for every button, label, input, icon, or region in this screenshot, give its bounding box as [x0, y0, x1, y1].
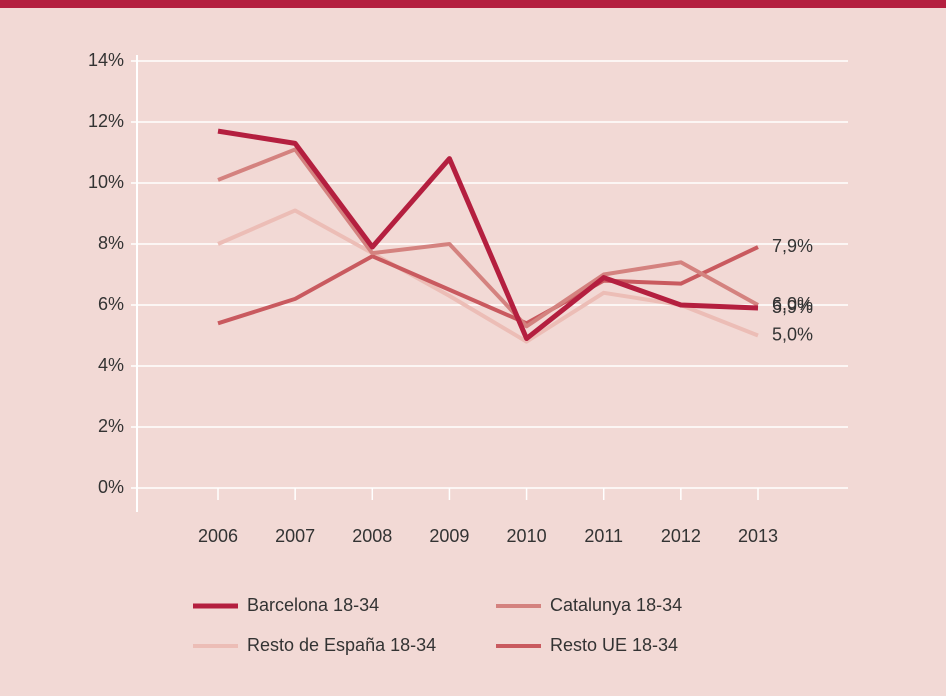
legend-label: Resto UE 18-34: [550, 635, 678, 655]
series-line: [217, 245, 759, 326]
x-tick-label: 2013: [738, 526, 778, 546]
y-tick-label: 2%: [98, 416, 124, 436]
data-label: 6,0%: [772, 294, 813, 314]
x-tick-label: 2010: [507, 526, 547, 546]
legend-label: Catalunya 18-34: [550, 595, 682, 615]
y-tick-label: 6%: [98, 294, 124, 314]
series-line: [217, 128, 759, 342]
top-bar: [0, 0, 946, 8]
x-tick-label: 2011: [584, 526, 623, 546]
y-tick-label: 0%: [98, 477, 124, 497]
legend-label: Barcelona 18-34: [247, 595, 379, 615]
y-tick-label: 12%: [88, 111, 124, 131]
x-tick-label: 2006: [198, 526, 238, 546]
x-tick-label: 2008: [352, 526, 392, 546]
y-tick-label: 8%: [98, 233, 124, 253]
x-tick-label: 2012: [661, 526, 701, 546]
data-label: 5,9%: [772, 297, 813, 317]
series-line: [217, 147, 759, 329]
y-tick-label: 14%: [88, 50, 124, 70]
data-label: 5,0%: [772, 324, 813, 344]
y-tick-label: 10%: [88, 172, 124, 192]
y-tick-label: 4%: [98, 355, 124, 375]
legend-label: Resto de España 18-34: [247, 635, 436, 655]
x-tick-label: 2009: [429, 526, 469, 546]
x-tick-label: 2007: [275, 526, 315, 546]
data-label: 7,9%: [772, 236, 813, 256]
